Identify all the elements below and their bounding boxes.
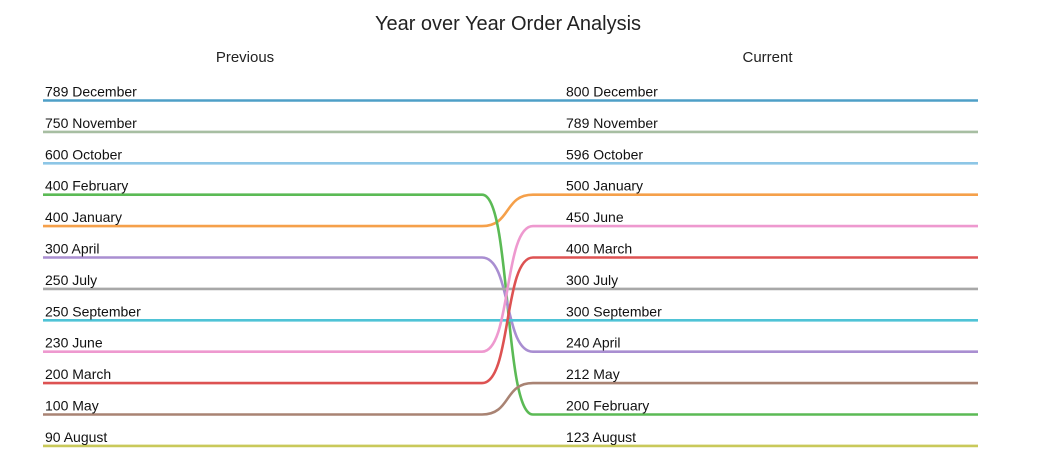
- current-label-august: 123 August: [566, 429, 636, 445]
- previous-label-october: 600 October: [45, 146, 122, 162]
- previous-label-november: 750 November: [45, 115, 137, 131]
- current-label-april: 240 April: [566, 335, 620, 351]
- current-label-june: 450 June: [566, 209, 624, 225]
- current-label-january: 500 January: [566, 178, 643, 194]
- current-column-header: Current: [742, 49, 793, 66]
- previous-label-january: 400 January: [45, 209, 122, 225]
- current-label-november: 789 November: [566, 115, 658, 131]
- previous-label-may: 100 May: [45, 398, 99, 414]
- current-label-december: 800 December: [566, 84, 658, 100]
- chart-title: Year over Year Order Analysis: [374, 13, 642, 35]
- previous-label-june: 230 June: [45, 335, 103, 351]
- current-label-march: 400 March: [566, 241, 632, 257]
- current-label-july: 300 July: [566, 272, 618, 288]
- previous-label-july: 250 July: [45, 272, 97, 288]
- previous-label-february: 400 February: [45, 178, 128, 194]
- previous-label-march: 200 March: [45, 366, 111, 382]
- series-line-january: [43, 193, 978, 228]
- previous-column-header: Previous: [215, 49, 275, 66]
- current-label-february: 200 February: [566, 398, 649, 414]
- series-line-april: [43, 256, 978, 353]
- current-label-october: 596 October: [566, 146, 643, 162]
- current-label-september: 300 September: [566, 303, 662, 319]
- current-label-may: 212 May: [566, 366, 620, 382]
- previous-label-april: 300 April: [45, 241, 99, 257]
- series-line-may: [43, 381, 978, 416]
- previous-label-september: 250 September: [45, 303, 141, 319]
- series-line-march: [43, 256, 978, 385]
- previous-label-august: 90 August: [45, 429, 107, 445]
- previous-label-december: 789 December: [45, 84, 137, 100]
- series-line-june: [43, 224, 978, 353]
